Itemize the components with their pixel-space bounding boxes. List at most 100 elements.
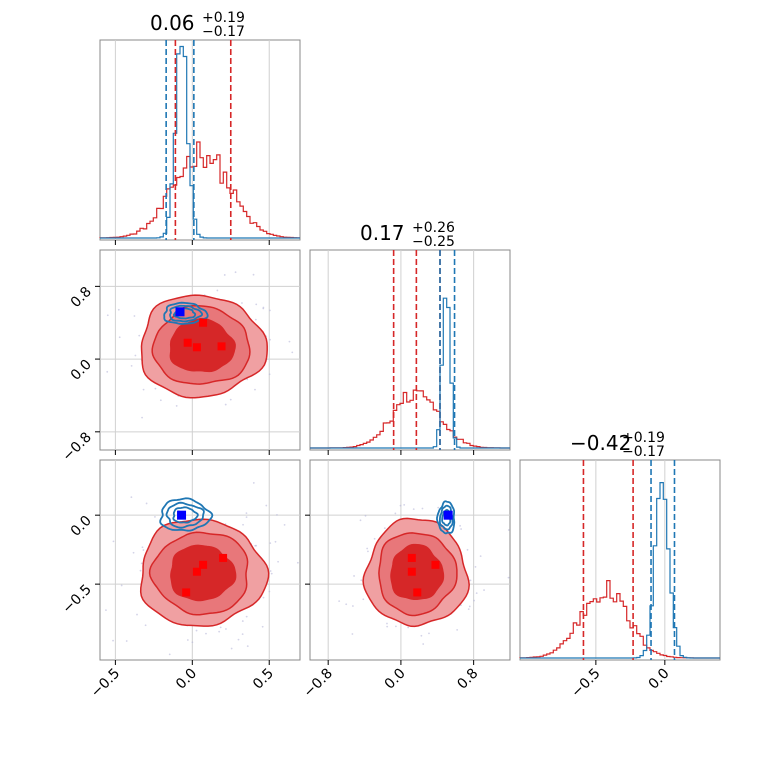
sample-point — [241, 620, 244, 622]
panel-content — [310, 460, 510, 660]
panel-content — [100, 250, 300, 450]
sample-point — [373, 537, 376, 540]
sample-point — [254, 318, 257, 321]
blue-histogram — [100, 45, 300, 239]
sample-point — [141, 416, 143, 419]
sample-point — [117, 308, 120, 311]
sample-point — [460, 528, 462, 530]
blue-contour-1 — [159, 497, 214, 532]
blue-marker — [443, 510, 453, 520]
sample-point — [242, 523, 244, 526]
sample-point — [351, 633, 354, 635]
sample-point — [140, 562, 143, 565]
sample-point — [473, 599, 475, 602]
sample-point — [252, 482, 255, 484]
sample-point — [459, 524, 461, 527]
sample-point — [254, 544, 257, 547]
sample-point — [366, 547, 369, 550]
sample-point — [386, 622, 388, 625]
histogram-panel-3: −0.42+0.19−0.17 — [519, 430, 721, 661]
blue-contour-2 — [165, 501, 205, 529]
title-upper-error: +0.19 — [622, 430, 665, 446]
sample-point — [359, 519, 362, 522]
sample-point — [241, 302, 243, 304]
sample-point — [112, 639, 114, 642]
sample-point — [353, 575, 355, 577]
sample-point — [245, 512, 248, 515]
blue-contour-2 — [439, 504, 454, 531]
x-tick-label: 0.5 — [250, 666, 277, 693]
sample-point — [277, 560, 279, 563]
sample-point — [144, 624, 147, 627]
sample-point — [186, 639, 189, 641]
sample-point — [362, 598, 365, 601]
blue-marker — [175, 307, 185, 317]
sample-point — [234, 271, 237, 274]
blue-contour-1 — [436, 500, 456, 535]
sample-point — [106, 370, 109, 373]
blue-histogram — [310, 297, 510, 449]
sample-point — [507, 529, 510, 531]
sample-point — [422, 643, 425, 645]
sample-point — [338, 600, 341, 603]
red-marker — [183, 338, 192, 347]
title-upper-error: +0.19 — [202, 10, 245, 26]
histogram-panel-2: 0.17 +0.26−0.25 — [309, 220, 511, 451]
sample-point — [468, 605, 471, 608]
sample-point — [276, 513, 278, 516]
sample-point — [205, 632, 207, 635]
red-histogram — [310, 389, 510, 449]
sample-point — [254, 388, 256, 391]
sample-point — [474, 565, 477, 568]
sample-point — [106, 314, 109, 317]
sample-point — [130, 496, 133, 499]
sample-point — [437, 506, 440, 509]
sample-point — [360, 579, 363, 582]
sample-point — [412, 508, 415, 510]
sample-point — [269, 309, 271, 312]
sample-point — [130, 364, 133, 367]
scatter-panel-2 — [99, 459, 301, 661]
y-tick-label: 0.8 — [68, 284, 95, 311]
blue-histogram — [520, 482, 720, 659]
sample-point — [230, 647, 233, 650]
sample-point — [483, 589, 485, 591]
sample-point — [265, 504, 268, 507]
sample-point — [466, 548, 469, 551]
red-marker — [413, 588, 422, 597]
red-marker — [407, 553, 416, 562]
sample-point — [345, 603, 348, 606]
sample-point — [255, 303, 258, 306]
panel-frame — [99, 39, 301, 241]
sample-point — [479, 555, 482, 558]
histogram-title: 0.17 — [360, 221, 405, 245]
sample-point — [159, 399, 162, 402]
red-marker — [192, 567, 201, 576]
sample-point — [420, 634, 423, 637]
sample-point — [223, 274, 226, 276]
x-tick-label: 0.0 — [646, 666, 673, 693]
blue-marker — [177, 510, 187, 520]
red-contour-inner — [169, 317, 236, 373]
sample-point — [136, 613, 138, 616]
sample-point — [245, 615, 248, 618]
sample-point — [383, 527, 386, 530]
red-marker — [199, 560, 208, 569]
sample-point — [132, 551, 135, 554]
panel-frame — [309, 249, 511, 451]
red-marker — [217, 342, 226, 351]
sample-point — [218, 630, 221, 633]
sample-point — [352, 605, 354, 607]
red-histogram — [519, 580, 720, 659]
sample-point — [507, 576, 510, 579]
sample-point — [154, 387, 157, 390]
red-marker — [192, 343, 201, 352]
sample-point — [246, 378, 249, 381]
sample-point — [394, 512, 397, 515]
sample-point — [407, 626, 410, 629]
x-tick-label: 0.0 — [173, 666, 200, 693]
sample-point — [262, 307, 265, 310]
blue-contour-2 — [169, 304, 204, 323]
sample-point — [261, 625, 264, 628]
y-tick-label: −0.8 — [59, 429, 94, 464]
